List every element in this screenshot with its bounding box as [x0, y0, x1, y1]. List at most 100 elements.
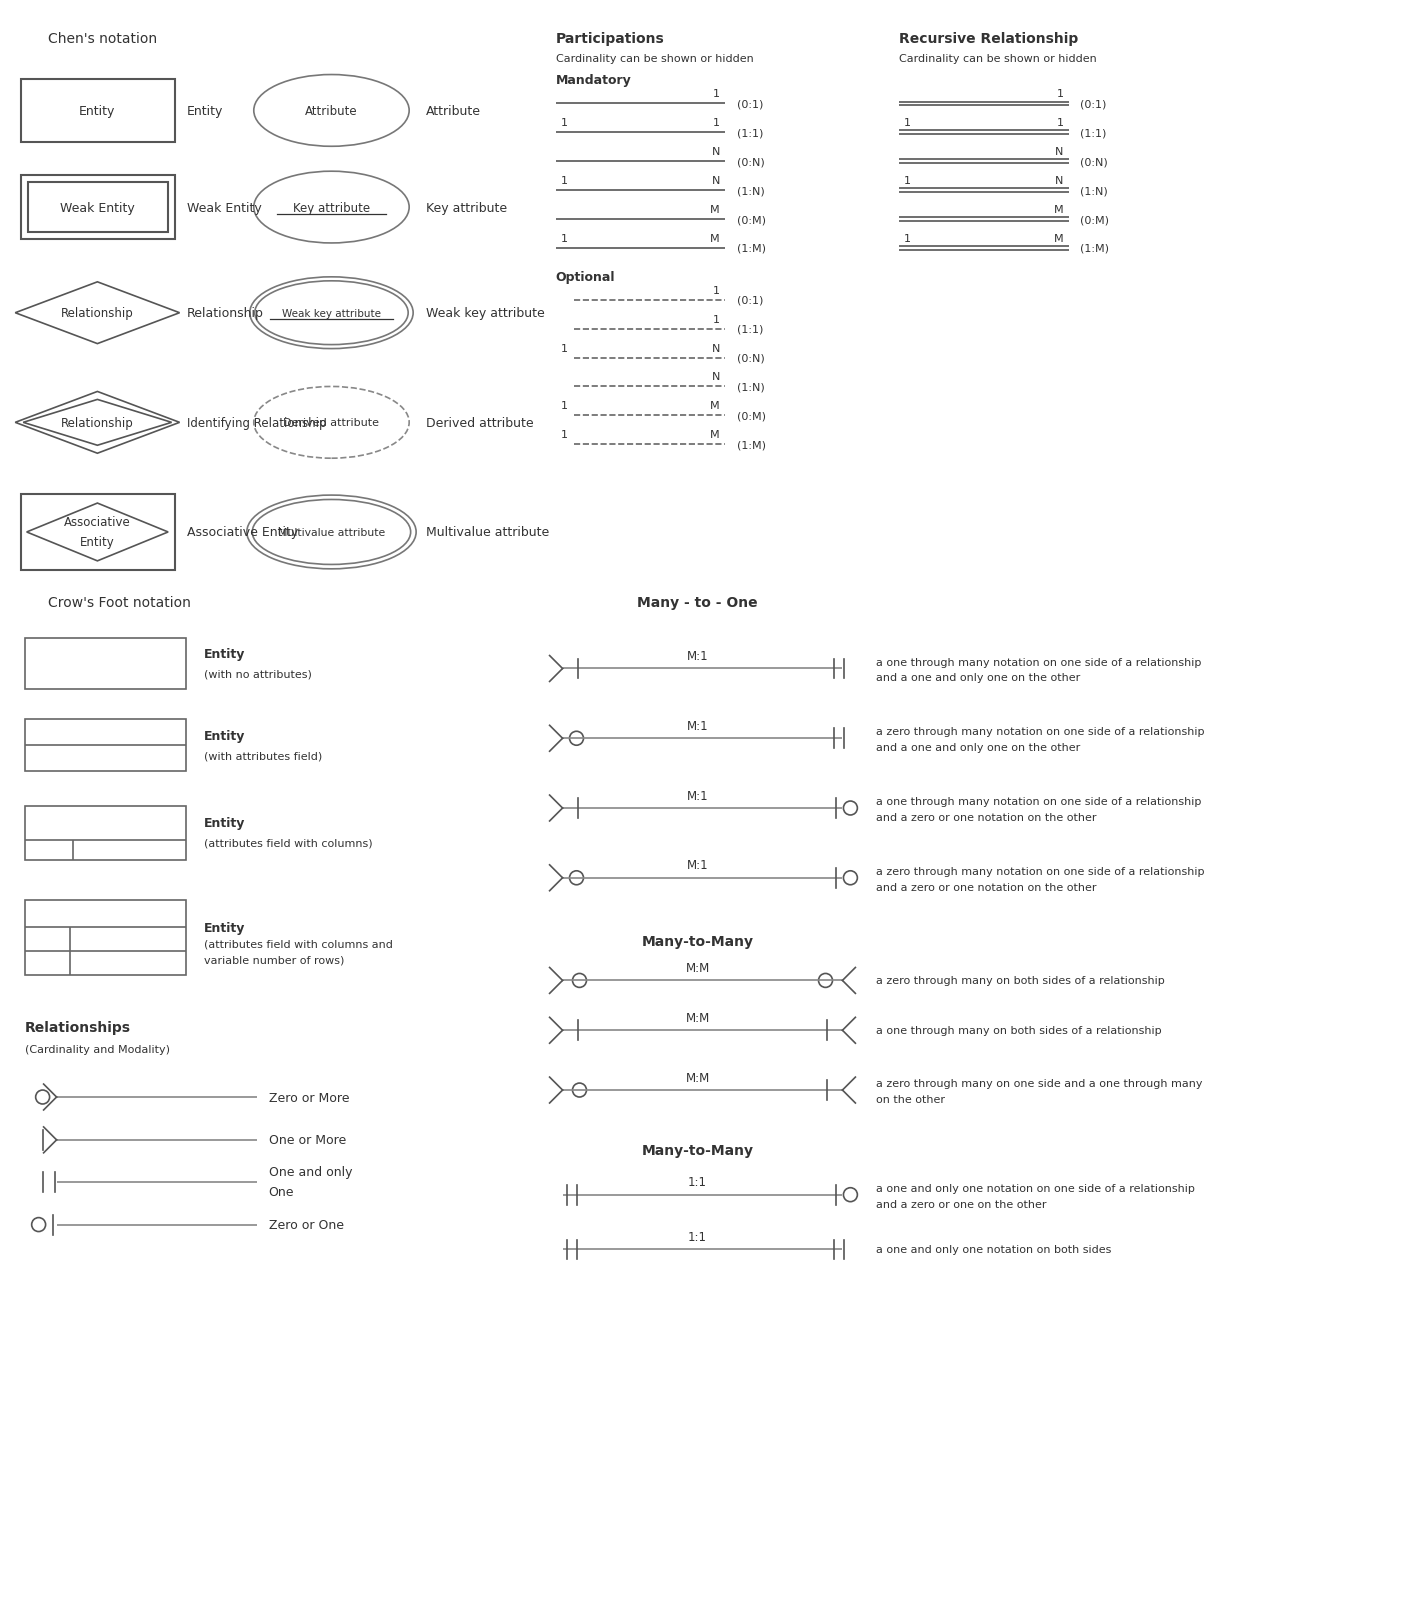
- Text: N: N: [712, 175, 720, 187]
- Text: (1:1): (1:1): [737, 325, 764, 334]
- Text: 1: 1: [560, 430, 567, 440]
- Text: (attributes field with columns and: (attributes field with columns and: [204, 940, 393, 949]
- Bar: [21, 495, 176, 570]
- Text: 1: 1: [904, 118, 911, 128]
- Bar: [25, 901, 187, 975]
- Bar: [25, 807, 187, 860]
- Text: M:1: M:1: [687, 719, 709, 732]
- Text: Cardinality can be shown or hidden: Cardinality can be shown or hidden: [899, 54, 1097, 63]
- Text: N: N: [712, 372, 720, 383]
- Text: Entity: Entity: [204, 922, 246, 935]
- Text: and a zero or one notation on the other: and a zero or one notation on the other: [876, 813, 1097, 823]
- Text: Chen's notation: Chen's notation: [48, 31, 157, 45]
- Text: 1: 1: [713, 89, 720, 99]
- Text: Relationship: Relationship: [60, 417, 133, 430]
- Text: and a zero or one on the other: and a zero or one on the other: [876, 1199, 1047, 1209]
- Text: Relationship: Relationship: [60, 307, 133, 320]
- Ellipse shape: [254, 282, 409, 346]
- Text: M:1: M:1: [687, 859, 709, 872]
- Text: (1:M): (1:M): [737, 440, 765, 450]
- Text: N: N: [1056, 148, 1064, 157]
- Text: a zero through many notation on one side of a relationship: a zero through many notation on one side…: [876, 867, 1205, 876]
- Text: 1:1: 1:1: [688, 1175, 708, 1188]
- Text: One: One: [268, 1185, 295, 1198]
- Text: 1: 1: [560, 401, 567, 411]
- Bar: [28, 183, 168, 232]
- Text: (1:N): (1:N): [737, 383, 765, 393]
- Text: 1:1: 1:1: [688, 1230, 708, 1243]
- Text: (0:M): (0:M): [737, 214, 765, 226]
- Text: M:M: M:M: [685, 961, 709, 974]
- Text: Multivalue attribute: Multivalue attribute: [425, 526, 549, 539]
- Text: Weak key attribute: Weak key attribute: [282, 308, 380, 318]
- Text: Key attribute: Key attribute: [293, 201, 371, 214]
- Text: (1:N): (1:N): [737, 187, 765, 196]
- Text: Entity: Entity: [204, 816, 246, 829]
- Ellipse shape: [254, 76, 409, 148]
- Text: (1:M): (1:M): [737, 243, 765, 253]
- Text: Relationships: Relationships: [25, 1021, 131, 1034]
- Text: One and only: One and only: [268, 1165, 352, 1178]
- Text: Many - to - One: Many - to - One: [637, 596, 758, 609]
- Text: 1: 1: [904, 175, 911, 187]
- Text: Attribute: Attribute: [425, 105, 482, 118]
- Bar: [25, 721, 187, 771]
- Text: Crow's Foot notation: Crow's Foot notation: [48, 596, 191, 609]
- Text: variable number of rows): variable number of rows): [204, 954, 344, 966]
- Text: (0:M): (0:M): [737, 411, 765, 420]
- Text: N: N: [712, 344, 720, 354]
- Text: a one through many on both sides of a relationship: a one through many on both sides of a re…: [876, 1026, 1163, 1035]
- Text: N: N: [712, 148, 720, 157]
- Text: (0:1): (0:1): [737, 99, 764, 109]
- Text: (with no attributes): (with no attributes): [204, 669, 312, 678]
- Text: Derived attribute: Derived attribute: [425, 417, 534, 430]
- Text: Recursive Relationship: Recursive Relationship: [899, 31, 1078, 45]
- Text: (0:M): (0:M): [1081, 214, 1109, 226]
- Text: Identifying Relationship: Identifying Relationship: [187, 417, 327, 430]
- Text: (1:1): (1:1): [737, 128, 764, 138]
- Text: M: M: [710, 204, 720, 214]
- Text: M: M: [1054, 234, 1064, 243]
- Text: Entity: Entity: [80, 536, 115, 549]
- Text: (1:N): (1:N): [1081, 187, 1108, 196]
- Text: Derived attribute: Derived attribute: [284, 419, 379, 428]
- Text: Zero or More: Zero or More: [268, 1091, 350, 1104]
- Text: a zero through many on both sides of a relationship: a zero through many on both sides of a r…: [876, 975, 1165, 985]
- Text: and a one and only one on the other: and a one and only one on the other: [876, 743, 1081, 753]
- Text: Weak Entity: Weak Entity: [60, 201, 135, 214]
- Text: M: M: [710, 234, 720, 243]
- Text: a one through many notation on one side of a relationship: a one through many notation on one side …: [876, 657, 1202, 667]
- Text: M:M: M:M: [685, 1071, 709, 1084]
- Text: 1: 1: [713, 118, 720, 128]
- Text: (Cardinality and Modality): (Cardinality and Modality): [25, 1045, 170, 1055]
- Text: Many-to-Many: Many-to-Many: [642, 933, 754, 948]
- Text: Entity: Entity: [204, 648, 246, 661]
- Text: 1: 1: [713, 286, 720, 295]
- Text: Relationship: Relationship: [187, 307, 264, 320]
- Text: 1: 1: [713, 315, 720, 325]
- Bar: [21, 175, 176, 240]
- Text: a zero through many notation on one side of a relationship: a zero through many notation on one side…: [876, 727, 1205, 737]
- Text: Entity: Entity: [187, 105, 223, 118]
- Text: (1:1): (1:1): [1081, 128, 1106, 138]
- Text: Cardinality can be shown or hidden: Cardinality can be shown or hidden: [556, 54, 754, 63]
- Text: Attribute: Attribute: [305, 105, 358, 118]
- Text: M: M: [1054, 204, 1064, 214]
- Text: (0:1): (0:1): [1081, 99, 1106, 109]
- Text: One or More: One or More: [268, 1134, 345, 1147]
- Bar: [21, 80, 176, 143]
- Text: 1: 1: [1057, 89, 1064, 99]
- Text: M:1: M:1: [687, 649, 709, 662]
- Text: 1: 1: [904, 234, 911, 243]
- Text: M: M: [710, 430, 720, 440]
- Bar: [25, 638, 187, 690]
- Text: a zero through many on one side and a one through many: a zero through many on one side and a on…: [876, 1078, 1203, 1089]
- Text: N: N: [1056, 175, 1064, 187]
- Ellipse shape: [254, 172, 409, 243]
- Text: a one and only one notation on one side of a relationship: a one and only one notation on one side …: [876, 1183, 1195, 1193]
- Ellipse shape: [247, 495, 416, 570]
- Text: Mandatory: Mandatory: [556, 75, 632, 88]
- Text: M:1: M:1: [687, 789, 709, 802]
- Ellipse shape: [253, 500, 410, 565]
- Text: (0:N): (0:N): [737, 157, 765, 167]
